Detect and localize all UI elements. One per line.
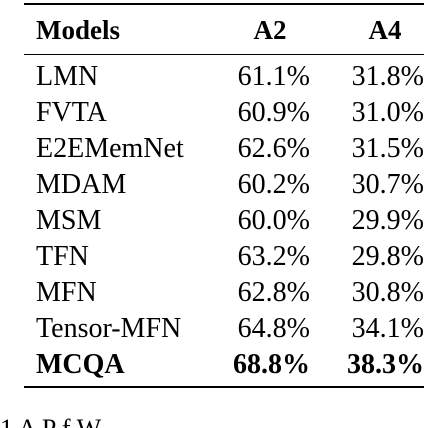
row-a2-best: 68.8% bbox=[233, 349, 310, 380]
table-caption-fragment: 1 A P f W bbox=[0, 412, 446, 428]
header-a4: A4 bbox=[368, 15, 402, 45]
row-model: E2EMemNet bbox=[36, 133, 184, 164]
row-model: Tensor-MFN bbox=[36, 313, 182, 344]
row-a2: 63.2% bbox=[237, 241, 310, 272]
row-a2: 64.8% bbox=[237, 313, 310, 344]
row-a2: 62.6% bbox=[237, 133, 310, 164]
bottom-rule bbox=[24, 386, 424, 388]
row-model: MDAM bbox=[36, 169, 127, 200]
header-rule bbox=[24, 54, 424, 55]
row-model-best: MCQA bbox=[36, 349, 125, 380]
top-rule bbox=[24, 3, 424, 5]
row-a4: 34.1% bbox=[351, 313, 424, 344]
row-model: LMN bbox=[36, 61, 99, 92]
header-a2: A2 bbox=[253, 15, 287, 45]
row-model: TFN bbox=[36, 241, 89, 272]
row-a2: 60.0% bbox=[237, 205, 310, 236]
row-a4: 30.7% bbox=[351, 169, 424, 200]
row-model: MFN bbox=[36, 277, 97, 308]
row-a4: 29.9% bbox=[351, 205, 424, 236]
row-a2: 62.8% bbox=[237, 277, 310, 308]
row-a4-best: 38.3% bbox=[347, 349, 424, 380]
row-a4: 29.8% bbox=[351, 241, 424, 272]
row-a4: 31.5% bbox=[351, 133, 424, 164]
row-a2: 61.1% bbox=[237, 61, 310, 92]
row-a4: 31.8% bbox=[351, 61, 424, 92]
row-a4: 30.8% bbox=[351, 277, 424, 308]
row-a2: 60.2% bbox=[237, 169, 310, 200]
row-a2: 60.9% bbox=[237, 97, 310, 128]
row-model: MSM bbox=[36, 205, 102, 236]
row-a4: 31.0% bbox=[351, 97, 424, 128]
header-models: Models bbox=[36, 15, 120, 45]
row-model: FVTA bbox=[36, 97, 107, 128]
